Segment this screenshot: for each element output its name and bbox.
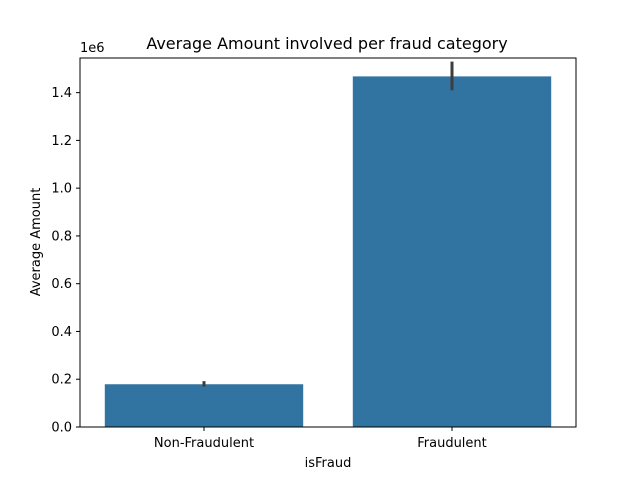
y-tick-label: 0.2 [51,373,72,388]
bars-layer [104,76,552,427]
y-tick-label: 1.0 [51,182,72,197]
x-tick-label: Non-Fraudulent [154,436,254,451]
y-tick-label: 1.4 [51,86,72,101]
y-tick-label: 0.0 [51,421,72,436]
y-tick-label: 0.6 [51,277,72,292]
y-axis-label: Average Amount [29,188,44,297]
y-axis-offset-label: 1e6 [80,41,105,56]
y-axis-ticks: 0.0 0.2 0.4 0.6 0.8 1.0 1.2 1.4 [51,86,80,436]
x-axis-ticks: Non-Fraudulent Fraudulent [154,427,487,451]
y-tick-label: 1.2 [51,134,72,149]
bar-fraudulent [352,76,552,427]
x-tick-label: Fraudulent [417,436,487,451]
x-axis-label: isFraud [305,456,352,471]
y-tick-label: 0.4 [51,325,72,340]
chart-title: Average Amount involved per fraud catego… [146,34,507,53]
plot-frame [79,57,577,428]
bar-non-fraudulent [104,384,304,427]
error-bars-layer [202,61,454,387]
y-tick-label: 0.8 [51,229,72,244]
